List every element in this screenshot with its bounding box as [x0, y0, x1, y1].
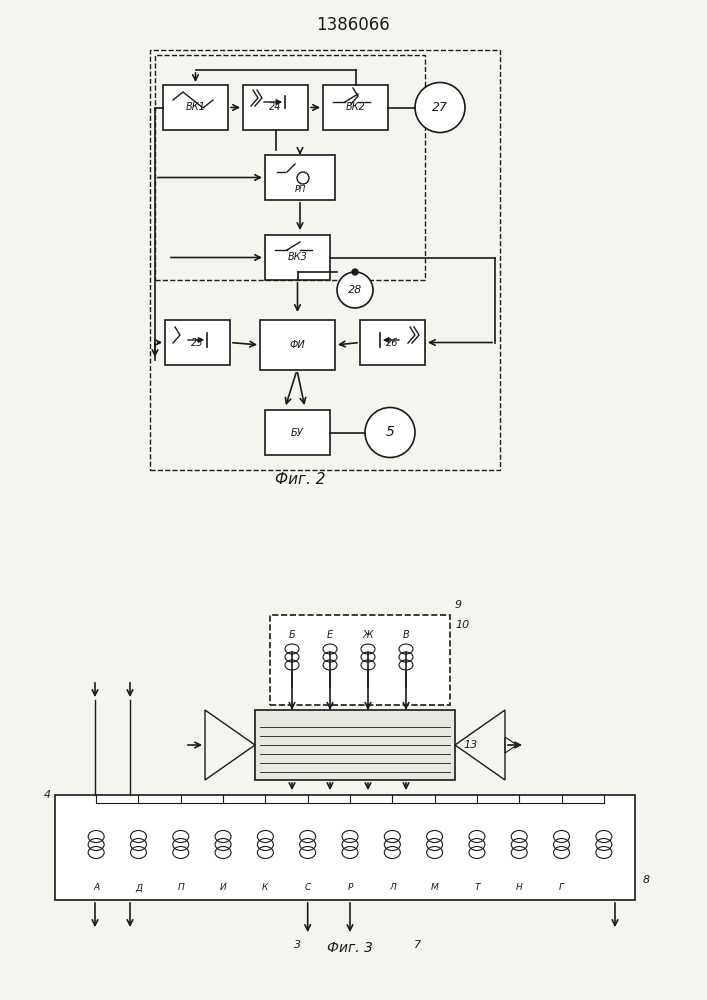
- Circle shape: [352, 269, 358, 275]
- Text: Л: Л: [389, 884, 396, 892]
- Bar: [150, 50, 500, 470]
- Text: Т: Т: [474, 884, 479, 892]
- Text: С: С: [305, 884, 311, 892]
- Text: ВК2: ВК2: [346, 103, 366, 112]
- Text: Б: Б: [288, 630, 296, 640]
- Bar: [360, 320, 425, 365]
- Text: ВК3: ВК3: [288, 252, 308, 262]
- Text: Е: Е: [327, 630, 333, 640]
- Circle shape: [297, 172, 309, 184]
- Text: К: К: [262, 884, 269, 892]
- Text: Ж: Ж: [363, 630, 373, 640]
- Text: 10: 10: [455, 620, 469, 630]
- Bar: [265, 410, 330, 455]
- Bar: [55, 795, 635, 900]
- Text: П: П: [177, 884, 184, 892]
- Text: 26: 26: [386, 338, 399, 348]
- Text: 24: 24: [269, 103, 282, 112]
- Bar: [155, 55, 425, 280]
- Bar: [270, 615, 450, 705]
- Text: Фиг. 2: Фиг. 2: [275, 473, 325, 488]
- Text: Г: Г: [559, 884, 564, 892]
- Bar: [265, 155, 335, 200]
- Text: В: В: [402, 630, 409, 640]
- Bar: [255, 710, 455, 780]
- Text: А: А: [93, 884, 99, 892]
- Bar: [165, 320, 230, 365]
- Bar: [163, 85, 228, 130]
- Circle shape: [337, 272, 373, 308]
- Circle shape: [415, 83, 465, 132]
- Bar: [265, 235, 330, 280]
- Text: 9: 9: [455, 600, 462, 610]
- Text: Р: Р: [347, 884, 353, 892]
- Text: БУ: БУ: [291, 428, 304, 438]
- Text: 1386066: 1386066: [316, 16, 390, 34]
- Text: ФИ: ФИ: [290, 340, 305, 350]
- Text: 4: 4: [43, 790, 51, 800]
- Text: И: И: [220, 884, 226, 892]
- Text: Фиг. 3: Фиг. 3: [327, 941, 373, 955]
- Text: 3: 3: [294, 940, 301, 950]
- Bar: [323, 85, 388, 130]
- Text: 25: 25: [192, 338, 204, 348]
- Text: РП: РП: [294, 184, 305, 194]
- Circle shape: [365, 408, 415, 458]
- Text: 27: 27: [432, 101, 448, 114]
- Text: 13: 13: [463, 740, 477, 750]
- Bar: [243, 85, 308, 130]
- Text: М: М: [431, 884, 438, 892]
- Text: 7: 7: [414, 940, 421, 950]
- Text: 28: 28: [348, 285, 362, 295]
- Text: 8: 8: [643, 875, 650, 885]
- Text: 5: 5: [385, 426, 395, 440]
- Text: ВК1: ВК1: [185, 103, 206, 112]
- Text: Н: Н: [516, 884, 522, 892]
- Bar: [260, 320, 335, 370]
- Text: Д: Д: [135, 884, 142, 892]
